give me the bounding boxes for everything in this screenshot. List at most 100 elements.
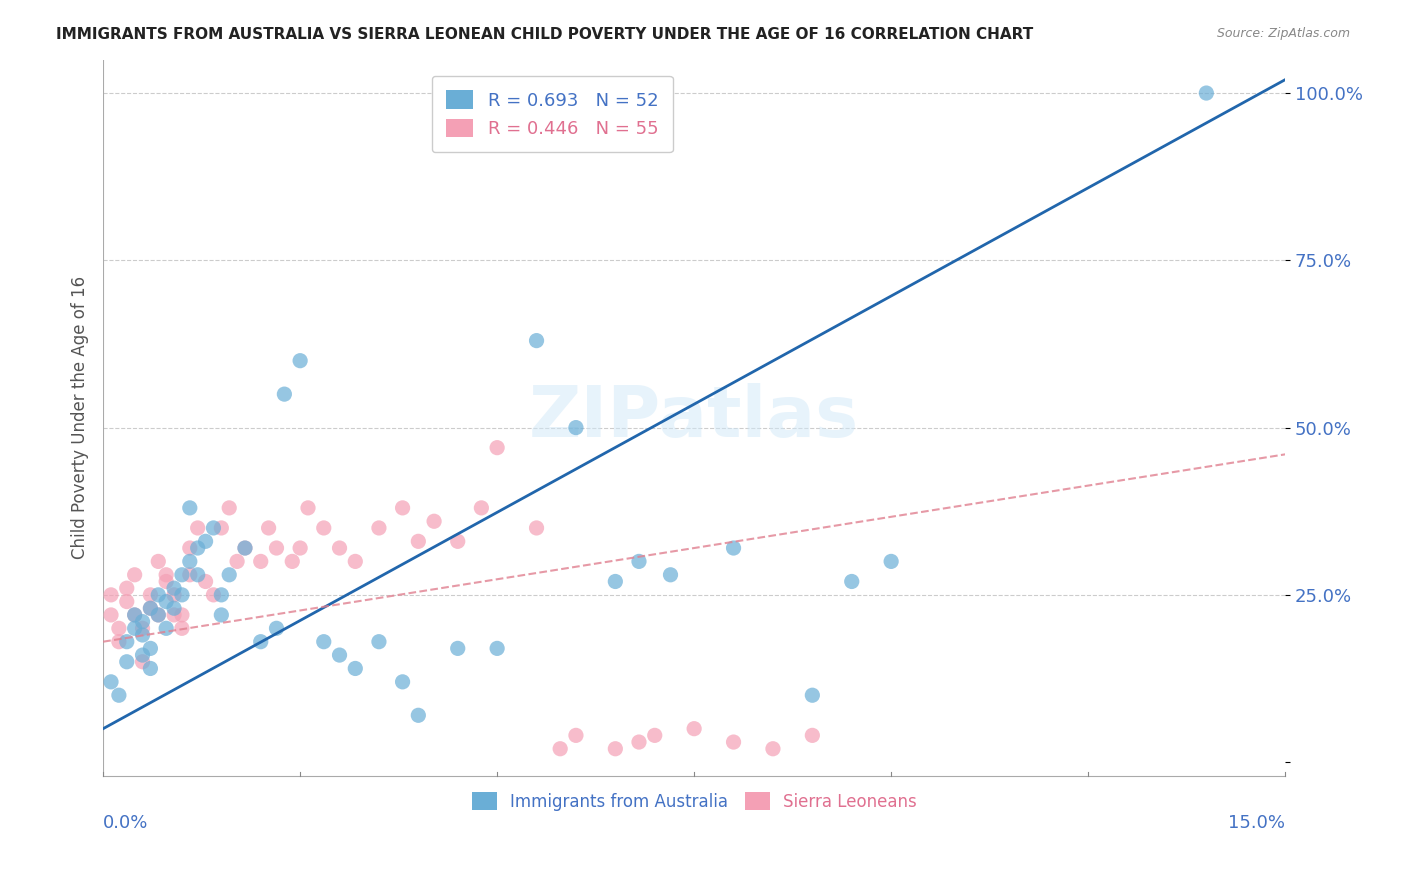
Point [344, 554, 367, 568]
Point [179, 567, 201, 582]
Text: ZIPatlas: ZIPatlas [529, 383, 859, 452]
Point [209, 607, 232, 622]
Point [281, 554, 304, 568]
Text: IMMIGRANTS FROM AUSTRALIA VS SIERRA LEONEAN CHILD POVERTY UNDER THE AGE OF 16 CO: IMMIGRANTS FROM AUSTRALIA VS SIERRA LEON… [56, 27, 1033, 42]
Point [139, 601, 162, 615]
Point [148, 588, 170, 602]
Point [187, 541, 209, 555]
Point [233, 541, 256, 555]
Point [218, 500, 240, 515]
Point [312, 634, 335, 648]
Point [723, 541, 745, 555]
Point [880, 554, 903, 568]
Point [526, 521, 548, 535]
Point [170, 567, 193, 582]
Point [115, 634, 138, 648]
Point [131, 621, 153, 635]
Point [108, 634, 131, 648]
Point [131, 655, 153, 669]
Point [801, 728, 824, 742]
Point [100, 674, 122, 689]
Point [368, 634, 391, 648]
Point [155, 574, 177, 589]
Point [226, 554, 249, 568]
Point [723, 735, 745, 749]
Point [139, 601, 162, 615]
Point [627, 554, 650, 568]
Point [841, 574, 863, 589]
Point [115, 594, 138, 608]
Point [139, 588, 162, 602]
Point [605, 741, 627, 756]
Text: 15.0%: 15.0% [1229, 814, 1285, 832]
Point [155, 567, 177, 582]
Point [605, 574, 627, 589]
Point [565, 728, 588, 742]
Point [163, 601, 186, 615]
Point [170, 607, 193, 622]
Point [249, 554, 271, 568]
Point [124, 621, 146, 635]
Point [408, 708, 430, 723]
Point [194, 574, 217, 589]
Point [194, 534, 217, 549]
Point [408, 534, 430, 549]
Point [218, 567, 240, 582]
Point [233, 541, 256, 555]
Point [391, 500, 413, 515]
Point [344, 661, 367, 675]
Point [148, 554, 170, 568]
Point [139, 641, 162, 656]
Y-axis label: Child Poverty Under the Age of 16: Child Poverty Under the Age of 16 [72, 276, 89, 559]
Point [249, 634, 271, 648]
Point [391, 674, 413, 689]
Point [644, 728, 666, 742]
Point [148, 607, 170, 622]
Point [288, 541, 311, 555]
Point [170, 621, 193, 635]
Point [108, 621, 131, 635]
Point [108, 688, 131, 702]
Point [762, 741, 785, 756]
Point [565, 420, 588, 434]
Point [179, 500, 201, 515]
Point [170, 588, 193, 602]
Point [627, 735, 650, 749]
Point [179, 554, 201, 568]
Point [115, 581, 138, 595]
Point [209, 588, 232, 602]
Point [328, 541, 350, 555]
Point [266, 541, 288, 555]
Point [139, 661, 162, 675]
Point [179, 541, 201, 555]
Point [486, 641, 509, 656]
Point [447, 641, 470, 656]
Point [328, 648, 350, 662]
Point [202, 521, 225, 535]
Point [683, 722, 706, 736]
Point [368, 521, 391, 535]
Point [131, 628, 153, 642]
Point [312, 521, 335, 535]
Text: Source: ZipAtlas.com: Source: ZipAtlas.com [1216, 27, 1350, 40]
Point [124, 607, 146, 622]
Point [148, 607, 170, 622]
Point [801, 688, 824, 702]
Point [163, 607, 186, 622]
Point [297, 500, 319, 515]
Point [202, 588, 225, 602]
Point [1195, 86, 1218, 100]
Point [470, 500, 492, 515]
Point [187, 567, 209, 582]
Point [526, 334, 548, 348]
Point [257, 521, 280, 535]
Point [273, 387, 295, 401]
Point [163, 581, 186, 595]
Point [486, 441, 509, 455]
Point [155, 594, 177, 608]
Point [115, 655, 138, 669]
Point [548, 741, 571, 756]
Point [447, 534, 470, 549]
Point [131, 615, 153, 629]
Point [266, 621, 288, 635]
